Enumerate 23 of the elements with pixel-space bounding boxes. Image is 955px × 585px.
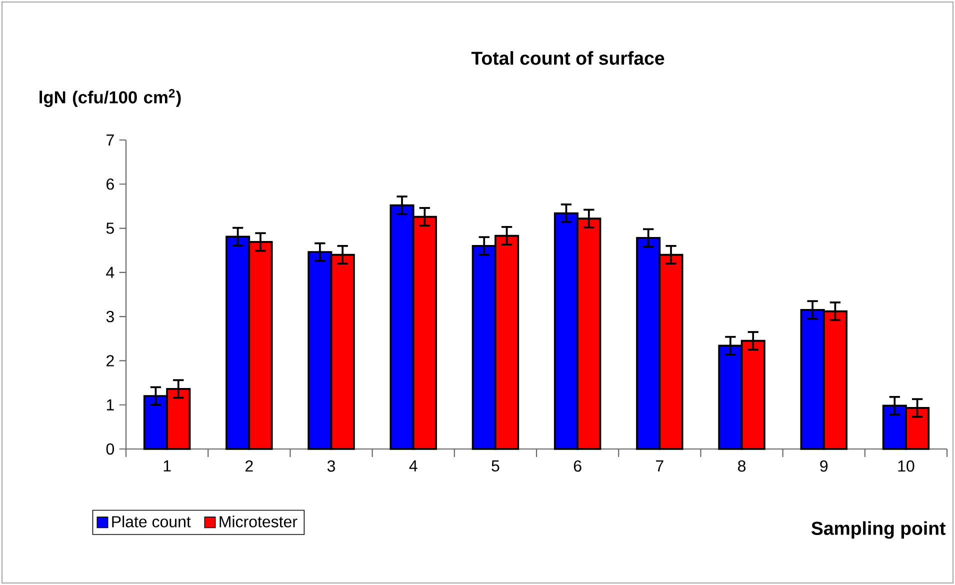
x-tick-label: 10 xyxy=(898,460,914,472)
y-tick-label: 3 xyxy=(106,310,114,322)
y-tick-label: 2 xyxy=(106,355,114,366)
y-tick-label: 5 xyxy=(106,222,114,234)
y-axis-title: lgN (cfu/100 cm$^{2}$) xyxy=(40,89,181,107)
legend-label: Microtester xyxy=(220,516,298,528)
x-tick-label: 3 xyxy=(327,460,336,472)
x-axis-title: Sampling point xyxy=(811,521,946,539)
y-tick-label: 7 xyxy=(106,134,114,146)
chart-title: Total count of surface xyxy=(471,51,664,65)
legend-label: Plate count xyxy=(112,516,191,528)
x-tick-label: 4 xyxy=(409,460,418,472)
y-tick-label: 4 xyxy=(106,266,114,278)
x-tick-label: 9 xyxy=(820,460,828,472)
x-tick-label: 1 xyxy=(164,460,171,472)
y-tick-label: 1 xyxy=(106,399,114,410)
y-tick-label: 0 xyxy=(106,443,114,455)
y-tick-label: 6 xyxy=(106,178,114,190)
x-tick-label: 7 xyxy=(656,460,664,472)
x-tick-label: 2 xyxy=(246,460,253,472)
x-tick-label: 8 xyxy=(738,460,746,472)
x-tick-label: 5 xyxy=(492,460,500,472)
x-tick-label: 6 xyxy=(574,460,582,472)
